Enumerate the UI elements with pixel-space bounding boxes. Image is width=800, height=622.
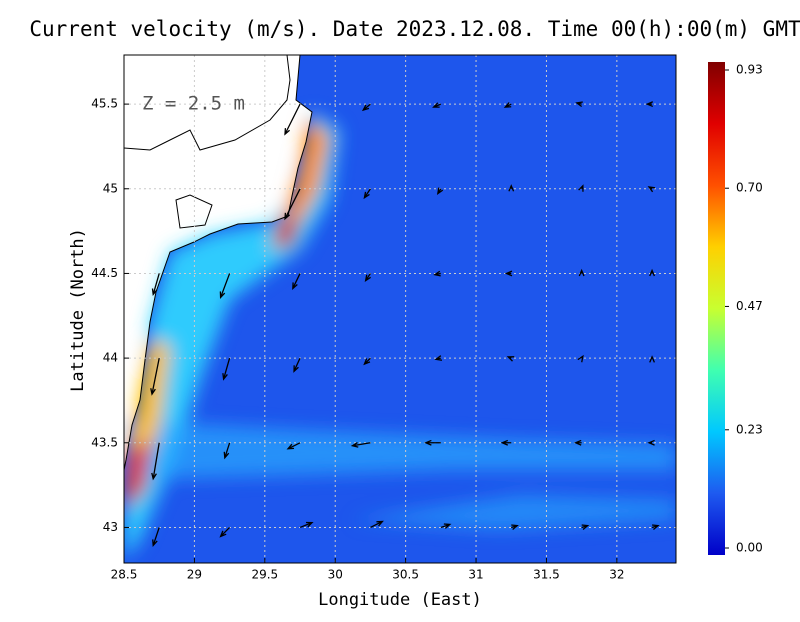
velocity-arrow (500, 439, 512, 446)
velocity-arrow (504, 270, 513, 277)
velocity-arrow (645, 101, 654, 108)
velocity-arrow (433, 270, 441, 277)
velocity-arrow (363, 188, 371, 200)
velocity-arrow (151, 442, 160, 481)
colorbar-tick-label: 0.93 (736, 63, 763, 77)
velocity-arrow (508, 184, 515, 192)
velocity-arrow (651, 524, 660, 530)
velocity-arrow (436, 187, 444, 195)
velocity-arrow (578, 268, 585, 277)
colorbar-tick-label: 0.70 (736, 181, 763, 195)
velocity-arrow (350, 442, 371, 448)
velocity-arrow (286, 442, 301, 450)
y-tick-label: 45.5 (91, 97, 118, 111)
velocity-arrow (219, 526, 231, 538)
velocity-arrow (219, 273, 231, 300)
velocity-arrow (363, 357, 371, 366)
grid (123, 55, 676, 563)
x-tick-label: 29.5 (251, 568, 278, 582)
velocity-arrow (440, 523, 452, 529)
velocity-arrow (647, 186, 656, 193)
x-tick-label: 31 (468, 568, 483, 582)
y-axis-label: Latitude (North) (68, 228, 88, 392)
speed-shading (124, 112, 676, 560)
velocity-arrow (150, 357, 160, 396)
x-tick-label: 30 (328, 568, 343, 582)
colorbar-tick-label: 0.23 (736, 422, 763, 436)
velocity-arrow (152, 527, 160, 548)
velocity-arrow (364, 273, 371, 283)
velocity-arrow (284, 188, 301, 221)
velocity-arrow (511, 524, 519, 530)
velocity-arrow (361, 103, 371, 112)
coastline (124, 55, 313, 471)
plot-frame (123, 54, 677, 564)
velocity-arrow (578, 184, 584, 192)
velocity-arrow (223, 442, 231, 460)
map (124, 55, 676, 563)
velocity-arrow (299, 521, 314, 529)
velocity-arrow (647, 439, 655, 446)
y-tick-label: 43.5 (91, 435, 118, 449)
y-tick-label: 44.5 (91, 266, 118, 280)
velocity-arrow (151, 273, 160, 297)
x-axis-label: Longitude (East) (318, 590, 482, 610)
velocity-arrow (649, 355, 655, 363)
colorbar-tick-label: 0.47 (736, 299, 763, 313)
chart-title: Current velocity (m/s). Date 2023.12.08.… (29, 17, 800, 41)
y-tick-label: 43 (103, 520, 118, 534)
x-tick-label: 29 (187, 568, 202, 582)
y-tick-label: 45 (103, 181, 118, 195)
x-tick-label: 28.5 (111, 568, 138, 582)
velocity-arrow (506, 356, 515, 362)
velocity-arrow (434, 355, 443, 361)
velocity-arrow (424, 439, 441, 446)
velocity-arrow (222, 357, 231, 381)
borders (124, 55, 291, 229)
velocity-arrow (293, 357, 301, 373)
velocity-arrow (284, 103, 301, 136)
velocity-arrow (370, 520, 384, 529)
velocity-arrow (292, 273, 301, 290)
x-tick-label: 30.5 (392, 568, 419, 582)
velocity-arrow (577, 354, 584, 363)
velocity-arrow (649, 268, 655, 277)
x-tick-label: 31.5 (533, 568, 560, 582)
arrows (150, 101, 660, 548)
velocity-arrow (575, 101, 583, 108)
y-tick-label: 44 (103, 351, 118, 365)
velocity-arrow (432, 102, 442, 108)
velocity-arrow (573, 439, 582, 446)
depth-label: Z = 2.5 m (142, 93, 245, 115)
x-tick-label: 32 (609, 568, 624, 582)
colorbar-tick-label: 0.00 (736, 541, 763, 555)
colorbar (708, 62, 725, 555)
velocity-arrow (503, 102, 512, 108)
velocity-arrow (581, 524, 590, 530)
